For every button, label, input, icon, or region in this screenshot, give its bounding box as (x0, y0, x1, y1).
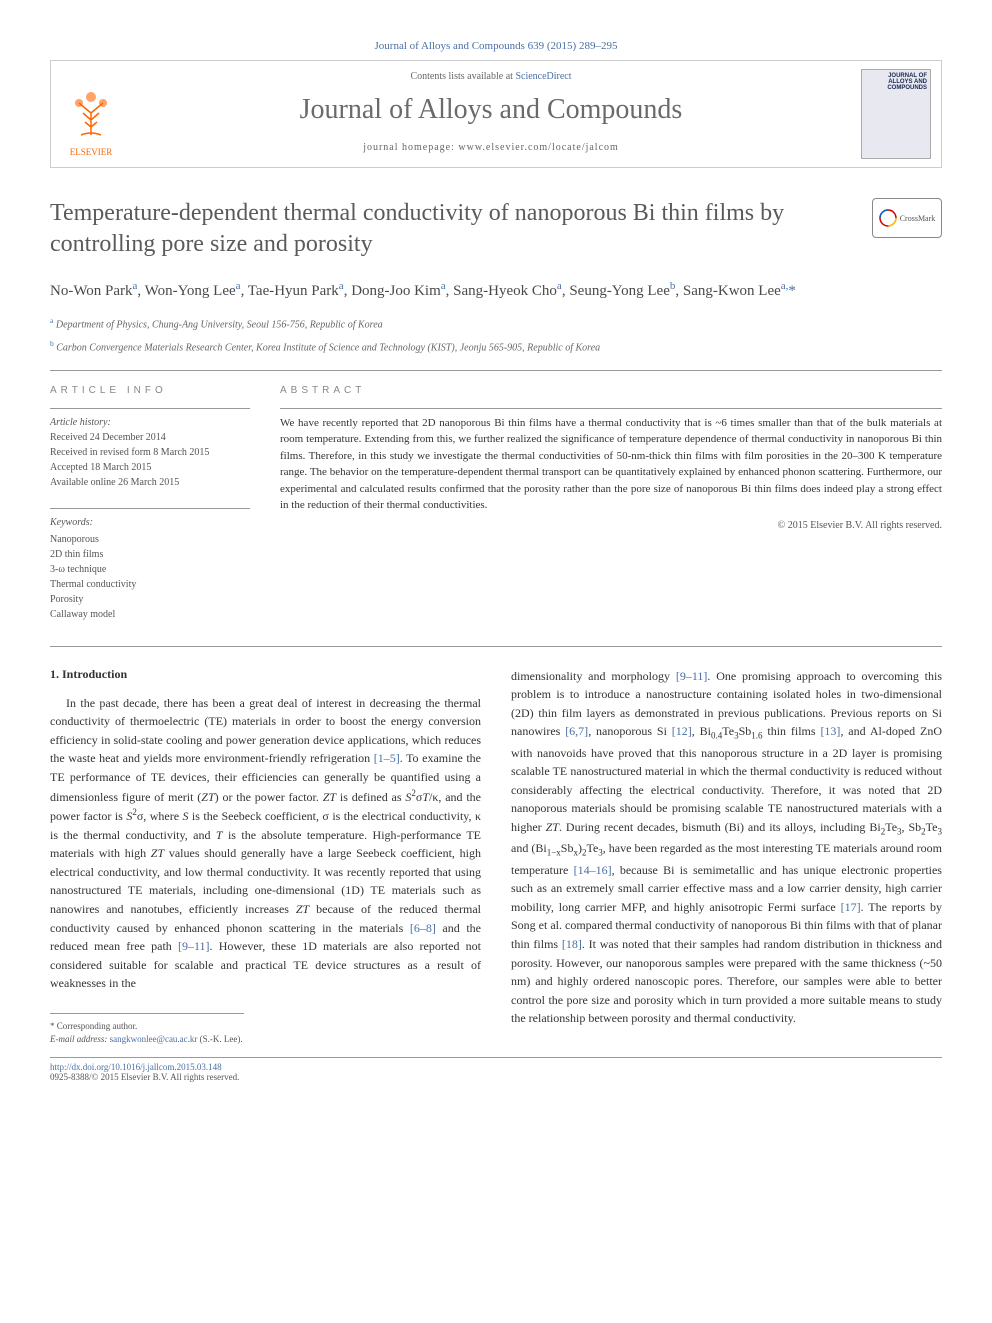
history-accepted: Accepted 18 March 2015 (50, 460, 250, 475)
divider (50, 508, 250, 509)
body-column-left: 1. Introduction In the past decade, ther… (50, 667, 481, 1046)
crossmark-badge[interactable]: CrossMark (872, 198, 942, 238)
body-text-right: dimensionality and morphology [9–11]. On… (511, 667, 942, 1028)
title-row: Temperature-dependent thermal conductivi… (50, 198, 942, 260)
corr-email-who: (S.-K. Lee). (197, 1034, 242, 1044)
abstract-copyright: © 2015 Elsevier B.V. All rights reserved… (280, 520, 942, 531)
keywords-block: Keywords: Nanoporous 2D thin films 3-ω t… (50, 515, 250, 622)
affiliation-text: Carbon Convergence Materials Research Ce… (56, 343, 600, 354)
keyword-item: 2D thin films (50, 547, 250, 562)
divider (50, 408, 250, 409)
section-1-title: 1. Introduction (50, 667, 481, 682)
journal-name: Journal of Alloys and Compounds (151, 94, 831, 126)
keyword-item: Callaway model (50, 607, 250, 622)
article-info-header: ARTICLE INFO (50, 385, 250, 396)
homepage-line: journal homepage: www.elsevier.com/locat… (151, 142, 831, 153)
corr-label: * Corresponding author. (50, 1020, 244, 1033)
corresponding-author-footer: * Corresponding author. E-mail address: … (50, 1013, 244, 1045)
history-received: Received 24 December 2014 (50, 430, 250, 445)
history-online: Available online 26 March 2015 (50, 475, 250, 490)
journal-cover-thumb: JOURNAL OF ALLOYS AND COMPOUNDS (861, 69, 931, 159)
affiliation-label: a (50, 316, 53, 325)
crossmark-icon (879, 209, 897, 227)
divider (280, 408, 942, 409)
page-root: Journal of Alloys and Compounds 639 (201… (0, 0, 992, 1122)
contents-prefix: Contents lists available at (410, 71, 515, 82)
body-column-right: dimensionality and morphology [9–11]. On… (511, 667, 942, 1046)
history-block: Article history: Received 24 December 20… (50, 415, 250, 490)
banner-center: Contents lists available at ScienceDirec… (131, 61, 851, 167)
contents-line: Contents lists available at ScienceDirec… (151, 71, 831, 82)
history-revised: Received in revised form 8 March 2015 (50, 445, 250, 460)
keyword-item: Porosity (50, 592, 250, 607)
homepage-url[interactable]: www.elsevier.com/locate/jalcom (458, 142, 618, 153)
abstract-text: We have recently reported that 2D nanopo… (280, 415, 942, 514)
divider (50, 646, 942, 647)
keywords-label: Keywords: (50, 515, 250, 530)
issn-copyright: 0925-8388/© 2015 Elsevier B.V. All right… (50, 1072, 942, 1082)
authors-line: No-Won Parka, Won-Yong Leea, Tae-Hyun Pa… (50, 278, 942, 303)
history-label: Article history: (50, 415, 250, 430)
keyword-item: Thermal conductivity (50, 577, 250, 592)
corr-email-link[interactable]: sangkwonlee@cau.ac.kr (110, 1034, 198, 1044)
cover-thumb-block: JOURNAL OF ALLOYS AND COMPOUNDS (851, 61, 941, 167)
homepage-prefix: journal homepage: (363, 142, 458, 153)
citation-header: Journal of Alloys and Compounds 639 (201… (50, 40, 942, 52)
crossmark-label: CrossMark (900, 214, 936, 223)
sciencedirect-link[interactable]: ScienceDirect (515, 71, 571, 82)
info-abstract-row: ARTICLE INFO Article history: Received 2… (50, 385, 942, 622)
affiliation-a: a Department of Physics, Chung-Ang Unive… (50, 315, 942, 332)
journal-banner: ELSEVIER Contents lists available at Sci… (50, 60, 942, 168)
article-info-column: ARTICLE INFO Article history: Received 2… (50, 385, 250, 622)
abstract-column: ABSTRACT We have recently reported that … (280, 385, 942, 622)
publisher-name: ELSEVIER (70, 147, 113, 157)
affiliation-text: Department of Physics, Chung-Ang Univers… (56, 319, 383, 330)
keyword-item: 3-ω technique (50, 562, 250, 577)
doi-link[interactable]: http://dx.doi.org/10.1016/j.jallcom.2015… (50, 1062, 942, 1072)
affiliation-label: b (50, 339, 54, 348)
article-title: Temperature-dependent thermal conductivi… (50, 198, 872, 260)
divider (50, 370, 942, 371)
abstract-header: ABSTRACT (280, 385, 942, 396)
body-text-left: In the past decade, there has been a gre… (50, 694, 481, 994)
body-columns: 1. Introduction In the past decade, ther… (50, 667, 942, 1046)
page-footer: http://dx.doi.org/10.1016/j.jallcom.2015… (50, 1057, 942, 1082)
elsevier-tree-icon (61, 85, 121, 145)
affiliations-block: a Department of Physics, Chung-Ang Unive… (50, 315, 942, 356)
keyword-item: Nanoporous (50, 532, 250, 547)
publisher-logo-block: ELSEVIER (51, 61, 131, 167)
affiliation-b: b Carbon Convergence Materials Research … (50, 338, 942, 355)
corr-email-label: E-mail address: (50, 1034, 110, 1044)
